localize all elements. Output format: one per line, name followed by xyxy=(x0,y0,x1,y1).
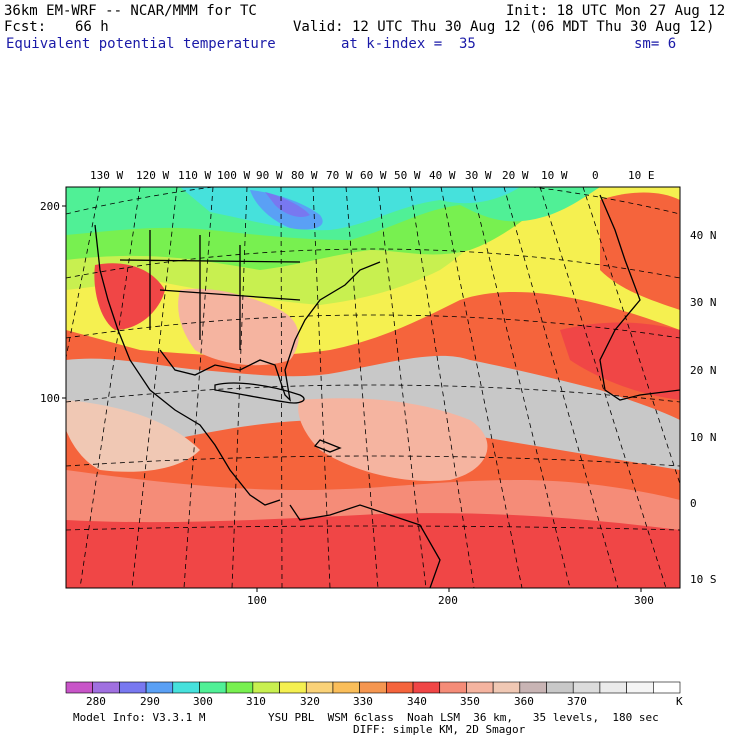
smoothing-info: sm= 6 xyxy=(634,36,677,52)
grid-index-ticks xyxy=(62,205,642,592)
colorbar-label: 340 xyxy=(407,695,427,708)
forecast-hours: 66 h xyxy=(75,19,109,35)
y-index-label: 200 xyxy=(40,200,60,213)
valid-time: Valid: 12 UTC Thu 30 Aug 12 (06 MDT Thu … xyxy=(293,19,715,35)
colorbar-swatch xyxy=(599,681,627,694)
lat-label: 10 S xyxy=(690,573,717,586)
colorbar-label: 280 xyxy=(86,695,106,708)
x-index-label: 100 xyxy=(247,594,267,607)
colorbar-labels: 280 290 300 310 320 330 340 350 360 370 … xyxy=(86,695,683,708)
field-name: Equivalent potential temperature xyxy=(6,36,276,52)
lon-label: 120 W xyxy=(136,169,169,182)
colorbar-swatch xyxy=(225,681,254,694)
colorbar xyxy=(65,681,681,694)
colorbar-swatch xyxy=(466,681,494,694)
colorbar-label: 300 xyxy=(193,695,213,708)
coastlines xyxy=(94,194,680,588)
colorbar-swatch xyxy=(172,681,200,694)
colorbar-swatch xyxy=(199,681,227,694)
colorbar-swatch xyxy=(65,681,93,694)
lon-label: 0 xyxy=(592,169,599,182)
x-index-label: 300 xyxy=(634,594,654,607)
model-title: 36km EM-WRF -- NCAR/MMM for TC xyxy=(4,3,257,19)
lon-label: 90 W xyxy=(256,169,283,182)
colorbar-label: 310 xyxy=(246,695,266,708)
colorbar-swatch xyxy=(119,681,147,694)
lon-label: 100 W xyxy=(217,169,250,182)
colorbar-label: 350 xyxy=(460,695,480,708)
colorbar-label: 290 xyxy=(140,695,160,708)
colorbar-swatch xyxy=(252,681,280,694)
colorbar-swatch xyxy=(519,681,547,694)
colorbar-swatch xyxy=(412,681,441,694)
lon-label: 30 W xyxy=(465,169,492,182)
colorbar-swatch xyxy=(572,681,601,694)
colorbar-swatch xyxy=(145,681,174,694)
colorbar-swatch xyxy=(305,681,334,694)
colorbar-label: 320 xyxy=(300,695,320,708)
map-border xyxy=(65,186,681,589)
lat-label: 0 xyxy=(690,497,697,510)
colorbar-swatch xyxy=(279,681,307,694)
level-info: at k-index = 35 xyxy=(341,36,476,52)
y-index-label: 100 xyxy=(40,392,60,405)
init-time: Init: 18 UTC Mon 27 Aug 12 xyxy=(506,3,726,19)
lon-label: 50 W xyxy=(394,169,421,182)
lon-label: 10 W xyxy=(541,169,568,182)
graticule xyxy=(66,187,680,588)
colorbar-unit: K xyxy=(676,695,683,708)
lon-label: 110 W xyxy=(178,169,211,182)
longitude-labels: 130 W 120 W 110 W 100 W 90 W 80 W 70 W 6… xyxy=(90,169,655,182)
lon-label: 80 W xyxy=(291,169,318,182)
colorbar-swatch xyxy=(359,681,387,694)
colorbar-swatch xyxy=(653,681,681,694)
colorbar-label: 360 xyxy=(514,695,534,708)
lat-label: 30 N xyxy=(690,296,717,309)
grid-index-labels: 200 100 100 200 300 xyxy=(40,200,654,607)
lon-label: 20 W xyxy=(502,169,529,182)
diffusion-info: DIFF: simple KM, 2D Smagor xyxy=(353,723,526,736)
colorbar-swatch xyxy=(492,681,521,694)
model-info: Model Info: V3.3.1 M xyxy=(73,711,206,724)
lon-label: 10 E xyxy=(628,169,655,182)
lon-label: 130 W xyxy=(90,169,123,182)
lat-label: 10 N xyxy=(690,431,717,444)
colorbar-swatch xyxy=(92,681,120,694)
x-index-label: 200 xyxy=(438,594,458,607)
colorbar-label: 370 xyxy=(567,695,587,708)
lat-label: 20 N xyxy=(690,364,717,377)
colorbar-swatch xyxy=(626,681,654,694)
colorbar-swatch xyxy=(439,681,467,694)
lat-label: 40 N xyxy=(690,229,717,242)
colorbar-swatch xyxy=(546,681,574,694)
physics-info: YSU PBL WSM 6class Noah LSM 36 km, 35 le… xyxy=(268,711,659,724)
lon-label: 40 W xyxy=(429,169,456,182)
colorbar-swatch xyxy=(332,681,360,694)
colorbar-swatch xyxy=(386,681,414,694)
lon-label: 60 W xyxy=(360,169,387,182)
forecast-label: Fcst: xyxy=(4,19,47,35)
latitude-labels: 40 N 30 N 20 N 10 N 0 10 S xyxy=(690,229,717,586)
colorbar-label: 330 xyxy=(353,695,373,708)
lon-label: 70 W xyxy=(326,169,353,182)
